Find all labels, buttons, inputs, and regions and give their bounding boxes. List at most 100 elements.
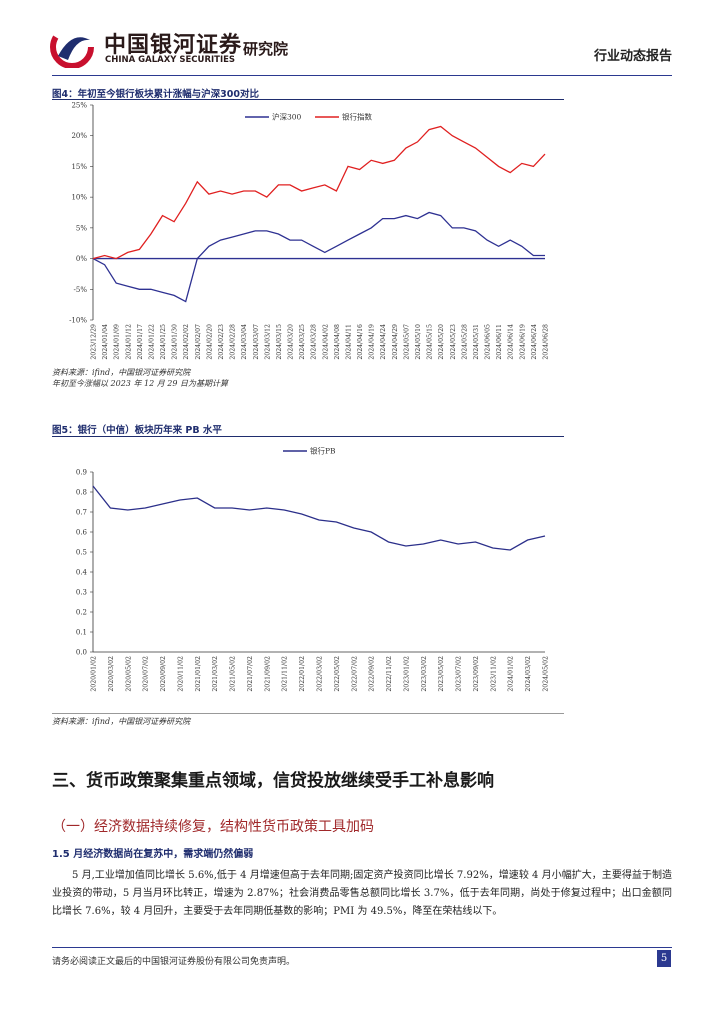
y-tick-label: 0.7 <box>76 509 87 517</box>
x-tick-label: 2020/07/02 <box>143 656 150 692</box>
x-tick-label: 2024/06/05 <box>485 324 492 360</box>
x-tick-label: 2024/03/04 <box>241 324 248 360</box>
series-line <box>92 125 546 260</box>
paragraph: 5 月,工业增加值同比增长 5.6%,低于 4 月增速但高于去年同期;固定资产投… <box>52 870 672 917</box>
x-tick-label: 2022/01/02 <box>299 656 306 692</box>
x-tick-label: 2023/03/02 <box>421 656 428 692</box>
page-number: 5 <box>657 950 671 967</box>
x-tick-label: 2024/01/12 <box>125 324 132 360</box>
x-tick-label: 2024/04/24 <box>380 324 387 360</box>
x-tick-label: 2024/04/16 <box>357 324 364 360</box>
x-tick-label: 2021/05/02 <box>230 656 237 692</box>
source-note: 年初至今涨幅以 2023 年 12 月 29 日为基期计算 <box>52 379 228 388</box>
x-tick-label: 2024/01/17 <box>137 324 144 360</box>
y-tick-label: 0.3 <box>76 589 87 597</box>
x-tick-label: 2024/03/28 <box>311 324 318 360</box>
x-tick-label: 2024/02/02 <box>183 324 190 360</box>
x-tick-label: 2024/02/20 <box>206 324 213 360</box>
y-tick-label: 0.5 <box>76 549 87 557</box>
y-tick-label: 5% <box>76 224 87 232</box>
x-tick-label: 2022/07/02 <box>351 656 358 692</box>
y-tick-label: 15% <box>71 163 87 171</box>
x-tick-label: 2020/01/02 <box>91 656 98 692</box>
x-tick-label: 2024/06/19 <box>519 324 526 360</box>
x-tick-label: 2021/01/02 <box>195 656 202 692</box>
y-tick-label: 0.1 <box>76 629 87 637</box>
x-tick-label: 2024/04/19 <box>369 324 376 360</box>
x-tick-label: 2024/03/12 <box>264 324 271 360</box>
x-tick-label: 2024/05/20 <box>438 324 445 360</box>
caption-rule <box>52 436 564 437</box>
y-tick-label: 0.0 <box>76 649 87 657</box>
x-tick-label: 2024/03/20 <box>288 324 295 360</box>
x-tick-label: 2024/01/09 <box>114 324 121 360</box>
y-tick-label: 10% <box>71 194 87 202</box>
x-tick-label: 2022/11/02 <box>386 656 393 692</box>
x-tick-label: 2024/01/22 <box>148 324 155 360</box>
x-tick-label: 2023/01/02 <box>403 656 410 692</box>
figure-caption: 图5：银行（中信）板块历年来 PB 水平 <box>52 425 222 436</box>
x-tick-label: 2020/03/02 <box>108 656 115 692</box>
x-tick-label: 2024/01/02 <box>508 656 515 692</box>
brand: 中国银河证券 <box>104 33 243 58</box>
source-note: 资料来源：ifind，中国银河证券研究院 <box>52 717 191 726</box>
x-tick-label: 2020/05/02 <box>125 656 132 692</box>
x-tick-label: 2024/05/10 <box>415 324 422 360</box>
x-tick-label: 2023/07/02 <box>456 656 463 692</box>
footer-rule <box>52 947 672 948</box>
x-tick-label: 2024/02/07 <box>195 324 202 360</box>
x-tick-label: 2024/04/08 <box>334 324 341 360</box>
x-tick-label: 2024/03/15 <box>276 324 283 360</box>
x-tick-label: 2024/06/11 <box>496 324 503 360</box>
brand-en: CHINA GALAXY SECURITIES <box>105 55 236 65</box>
y-tick-label: 20% <box>71 132 87 140</box>
x-tick-label: 2024/06/24 <box>531 324 538 360</box>
y-tick-label: 0% <box>76 255 87 263</box>
x-tick-label: 2024/01/25 <box>160 324 167 360</box>
x-tick-label: 2020/09/02 <box>160 656 167 692</box>
x-tick-label: 2023/09/02 <box>473 656 480 692</box>
x-tick-label: 2022/09/02 <box>369 656 376 692</box>
x-tick-label: 2021/07/02 <box>247 656 254 692</box>
legend-label: 银行指数 <box>342 112 372 122</box>
source-note: 资料来源：ifind，中国银河证券研究院 <box>52 368 191 377</box>
x-tick-label: 2023/05/02 <box>438 656 445 692</box>
x-tick-label: 2024/01/30 <box>172 324 179 360</box>
y-tick-label: 0.2 <box>76 609 87 617</box>
x-tick-label: 2024/04/11 <box>345 324 352 360</box>
x-tick-label: 2024/04/02 <box>322 324 329 360</box>
x-tick-label: 2024/03/25 <box>299 324 306 360</box>
y-tick-label: 0.9 <box>76 469 87 477</box>
unit: 研究院 <box>243 40 289 58</box>
x-tick-label: 2023/11/02 <box>490 656 497 692</box>
legend-label: 银行PB <box>310 446 336 456</box>
figure-caption: 图4：年初至今银行板块累计涨幅与沪深300对比 <box>52 89 259 100</box>
x-tick-label: 2024/03/02 <box>525 656 532 692</box>
x-tick-label: 2024/06/14 <box>508 324 515 360</box>
header-rule <box>52 75 672 76</box>
x-tick-label: 2024/04/29 <box>392 324 399 360</box>
x-tick-label: 2024/05/23 <box>450 324 457 360</box>
series-line <box>92 211 545 303</box>
x-tick-label: 2020/11/02 <box>177 656 184 692</box>
y-tick-label: 0.6 <box>76 529 88 537</box>
legend-label: 沪深300 <box>272 112 302 122</box>
section-heading: 三、货币政策聚集重点领域，信贷投放继续受手工补息影响 <box>52 771 494 791</box>
logo <box>50 26 94 68</box>
x-tick-label: 2021/11/02 <box>282 656 289 692</box>
y-tick-label: -10% <box>69 317 87 325</box>
y-tick-label: 0.4 <box>76 569 88 577</box>
chart: -10% -5% 0% 5% 10% 15% 20% 25% 2023/12/29 2024/01… <box>69 102 549 360</box>
figure-rule <box>52 713 564 714</box>
x-tick-label: 2024/05/28 <box>461 324 468 360</box>
chart: 0.0 0.1 0.2 0.3 0.4 0.5 0.6 0.7 0.8 0.9 2020/01/02… <box>76 446 550 692</box>
x-tick-label: 2024/05/07 <box>403 324 410 360</box>
y-tick-label: 25% <box>71 102 87 110</box>
topic: 1.5 月经济数据尚在复苏中，需求端仍然偏弱 <box>52 849 254 860</box>
subheading: （一）经济数据持续修复，结构性货币政策工具加码 <box>52 819 374 835</box>
series-line <box>92 485 546 551</box>
caption-rule <box>52 99 564 100</box>
x-tick-label: 2024/01/04 <box>102 324 109 360</box>
x-tick-label: 2023/12/29 <box>91 324 98 360</box>
disclaimer: 请务必阅读正文最后的中国银河证券股份有限公司免责声明。 <box>52 957 296 967</box>
